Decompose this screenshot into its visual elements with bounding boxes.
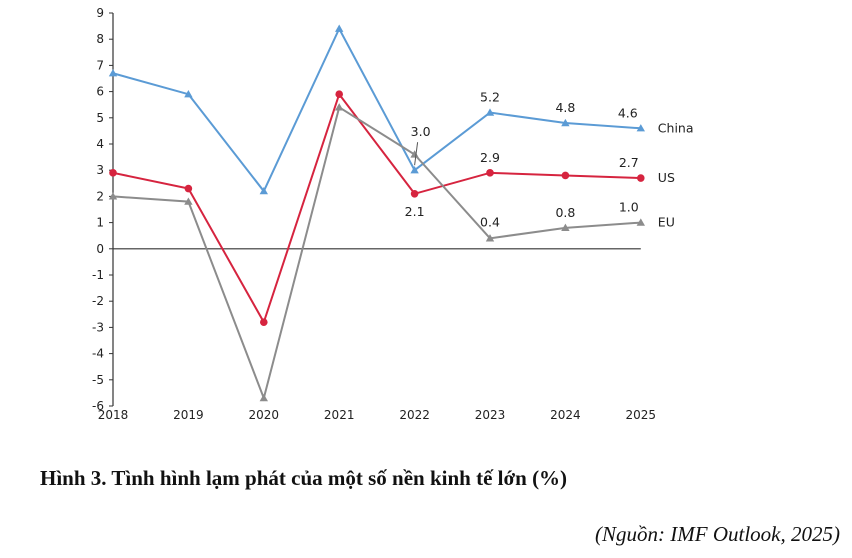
data-point: [259, 393, 268, 402]
data-point: [108, 192, 118, 200]
data-point: [109, 169, 117, 177]
y-tick-label: 0: [96, 242, 104, 256]
y-tick-label: 2: [96, 189, 104, 203]
y-tick-label: 8: [96, 32, 104, 46]
series-label: EU: [658, 215, 675, 230]
y-tick-label: -3: [92, 320, 104, 334]
data-point: [561, 223, 570, 231]
data-point: [335, 24, 344, 32]
series-line-us: [112, 92, 641, 325]
series-line-eu: [112, 105, 641, 402]
x-tick-label: 2024: [550, 408, 581, 422]
data-point: [108, 69, 118, 77]
data-point: [486, 169, 494, 177]
series-line-china: [112, 26, 641, 194]
data-label: 0.8: [555, 205, 575, 220]
figure-source: (Nguồn: IMF Outlook, 2025): [595, 522, 840, 546]
y-tick-label: -5: [92, 373, 104, 387]
data-point: [184, 184, 193, 193]
data-label: 2.9: [480, 150, 500, 165]
y-tick-label: 5: [96, 111, 104, 125]
data-point: [637, 174, 645, 182]
series-label: US: [658, 170, 675, 185]
x-tick-label: 2019: [173, 408, 204, 422]
x-tick-label: 2018: [98, 408, 129, 422]
data-point: [335, 90, 344, 99]
x-tick-label: 2020: [249, 408, 280, 422]
y-tick-label: -1: [92, 268, 104, 282]
data-label: 3.0: [411, 124, 431, 139]
x-tick-label: 2023: [475, 408, 506, 422]
data-point: [410, 150, 419, 158]
y-tick-label: 4: [96, 137, 104, 151]
data-label: 2.7: [619, 155, 639, 170]
data-point: [636, 218, 645, 226]
data-label: 0.4: [480, 214, 500, 229]
x-tick-label: 2022: [399, 408, 430, 422]
y-tick-label: -4: [92, 347, 104, 361]
chart-data-labels: China US EU 3.0 5.2 4.8 4.6 2.1 2.9 2.7 0.4 0.8 1.0: [405, 90, 694, 230]
y-tick-label: 1: [96, 216, 104, 230]
data-point: [485, 234, 495, 242]
y-tick-label: 3: [96, 163, 104, 177]
data-label: 4.6: [618, 105, 638, 120]
figure-caption: Hình 3. Tình hình lạm phát của một số nề…: [40, 466, 568, 490]
data-label: 5.2: [480, 90, 500, 105]
y-tick-label: 6: [96, 85, 104, 99]
y-tick-label: -6: [92, 399, 104, 413]
x-tick-label: 2021: [324, 408, 355, 422]
data-point: [636, 124, 645, 132]
data-point: [184, 197, 193, 205]
series-label: China: [658, 120, 694, 135]
data-point: [485, 108, 495, 116]
x-tick-label: 2025: [626, 408, 657, 422]
data-label: 2.1: [405, 204, 425, 219]
data-label: 4.8: [555, 100, 575, 115]
data-point: [410, 189, 419, 198]
data-point: [335, 103, 344, 111]
data-point: [184, 90, 193, 98]
data-point: [259, 186, 268, 195]
y-tick-label: 7: [96, 58, 104, 72]
chart-series: [108, 24, 645, 402]
data-label: 1.0: [619, 200, 639, 215]
data-point: [260, 318, 268, 326]
data-point: [561, 171, 570, 180]
y-tick-label: -2: [92, 294, 104, 308]
data-point: [410, 166, 419, 174]
y-tick-label: 9: [96, 6, 104, 20]
leader-line: [414, 142, 419, 166]
data-point: [561, 118, 570, 127]
